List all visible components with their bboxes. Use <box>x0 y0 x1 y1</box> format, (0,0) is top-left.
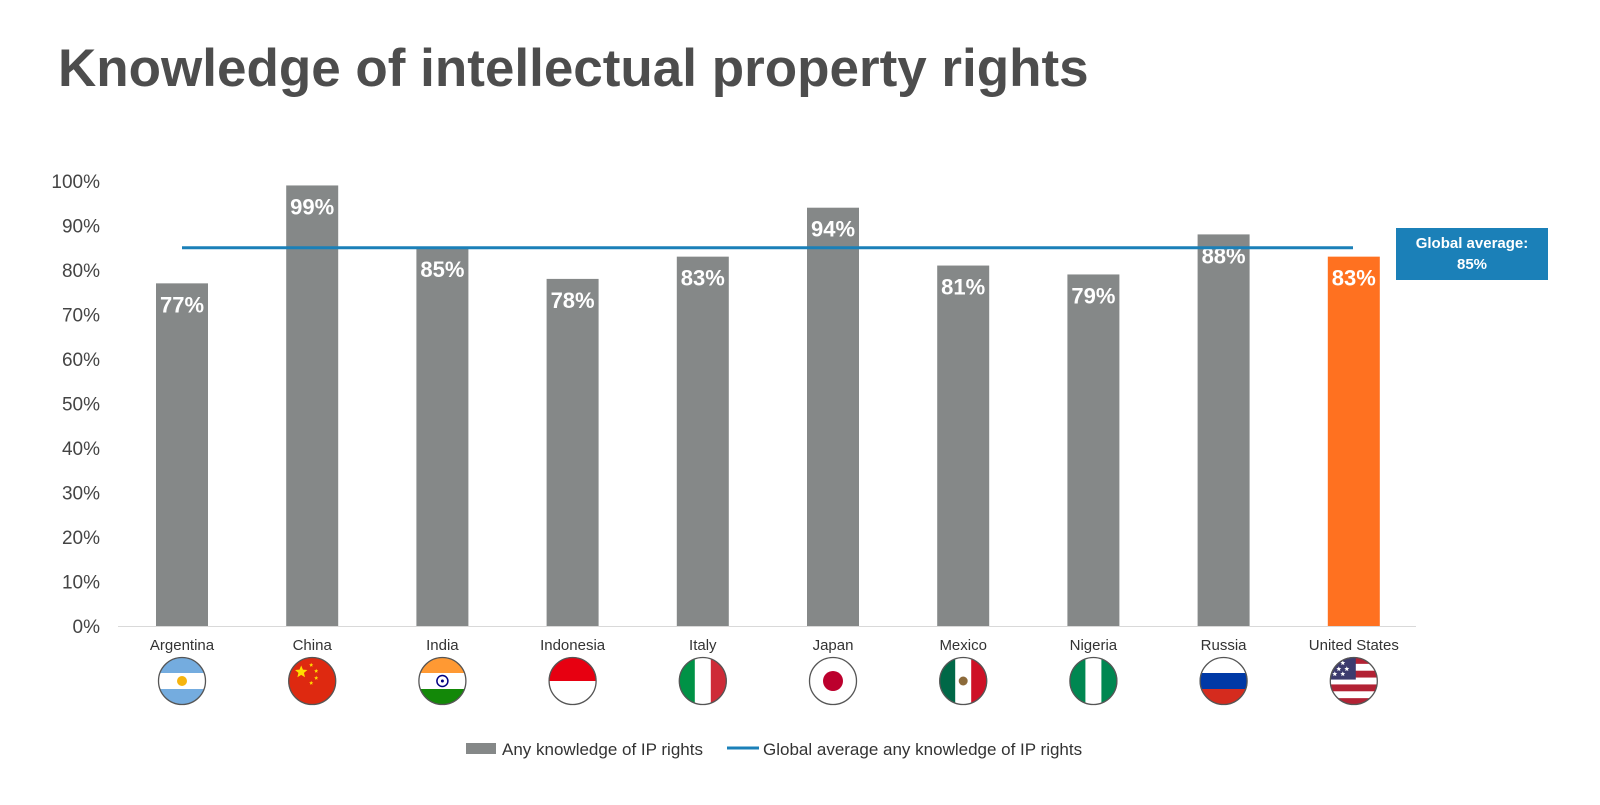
y-axis: 0% 10% 20% 30% 40% 50% 60% 70% 80% 90% 100% <box>51 172 100 638</box>
page-title: Knowledge of intellectual property right… <box>58 39 1089 98</box>
x-tick-label: Italy <box>689 637 717 654</box>
flag-border <box>808 656 858 706</box>
flag-border <box>288 656 337 706</box>
bar-russia <box>1197 234 1250 626</box>
y-tick-label: 10% <box>62 573 100 594</box>
bar-japan <box>807 207 859 626</box>
bar-italy <box>676 256 729 626</box>
y-tick-label: 20% <box>62 528 100 549</box>
y-tick-label: 90% <box>62 217 100 238</box>
legend-bar-swatch <box>466 743 496 754</box>
y-tick-label: 40% <box>62 439 100 460</box>
x-tick-label: Nigeria <box>1070 637 1118 654</box>
x-tick-label: India <box>426 637 459 654</box>
y-tick-label: 70% <box>62 306 100 327</box>
global-average-callout: Global average: 85% <box>1396 228 1548 280</box>
legend: Any knowledge of IP rights Global average… <box>466 740 1082 759</box>
bar-mexico <box>937 265 990 626</box>
data-label: 83% <box>1332 266 1376 291</box>
data-label: 81% <box>941 275 985 300</box>
x-tick-label: China <box>293 637 333 654</box>
data-label: 78% <box>551 288 595 313</box>
data-label: 77% <box>160 292 204 317</box>
flag-border <box>1069 656 1118 706</box>
china-flag-icon <box>288 657 337 705</box>
y-tick-label: 80% <box>62 261 100 282</box>
flag-border <box>1199 656 1248 706</box>
data-label: 94% <box>811 217 855 242</box>
bars-group: 77%99%85%78%83%94%81% 79%88%83% <box>156 185 1380 626</box>
flag-border <box>157 656 207 706</box>
bar-china <box>286 185 339 626</box>
x-tick-label: Mexico <box>939 637 987 654</box>
x-tick-label: United States <box>1309 637 1399 654</box>
data-label: 85% <box>420 257 464 282</box>
data-label: 79% <box>1071 283 1115 308</box>
flag-border <box>1329 656 1378 706</box>
japan-flag-icon <box>809 657 857 705</box>
bar-united-states <box>1327 256 1380 626</box>
data-label: 83% <box>681 266 725 291</box>
bar-india <box>416 247 469 626</box>
legend-bar-label: Any knowledge of IP rights <box>502 740 703 759</box>
y-tick-label: 30% <box>62 484 100 505</box>
y-tick-label: 60% <box>62 350 100 371</box>
x-tick-label: Russia <box>1201 637 1248 654</box>
x-tick-label: Argentina <box>150 637 215 654</box>
flag-border <box>418 656 467 706</box>
global-average-callout-line2: 85% <box>1456 256 1488 273</box>
x-tick-label: Japan <box>813 637 854 654</box>
x-axis-labels: Argentina China India Indonesia Italy Japan Me… <box>150 637 1399 654</box>
flag-border <box>548 656 597 706</box>
flags-group <box>157 656 1378 706</box>
y-tick-label: 100% <box>51 172 100 193</box>
nigeria-flag-icon <box>1069 657 1118 705</box>
y-tick-label: 0% <box>73 617 101 638</box>
legend-line-label: Global average any knowledge of IP right… <box>763 740 1082 759</box>
flag-border <box>678 656 727 706</box>
data-label: 99% <box>290 194 334 219</box>
bar-argentina <box>156 283 208 626</box>
bar-nigeria <box>1067 274 1120 626</box>
global-average-callout-line1: Global average: <box>1415 235 1529 252</box>
x-tick-label: Indonesia <box>540 637 606 654</box>
flag-border <box>939 656 988 706</box>
bar-indonesia <box>546 278 599 626</box>
y-tick-label: 50% <box>62 395 100 416</box>
